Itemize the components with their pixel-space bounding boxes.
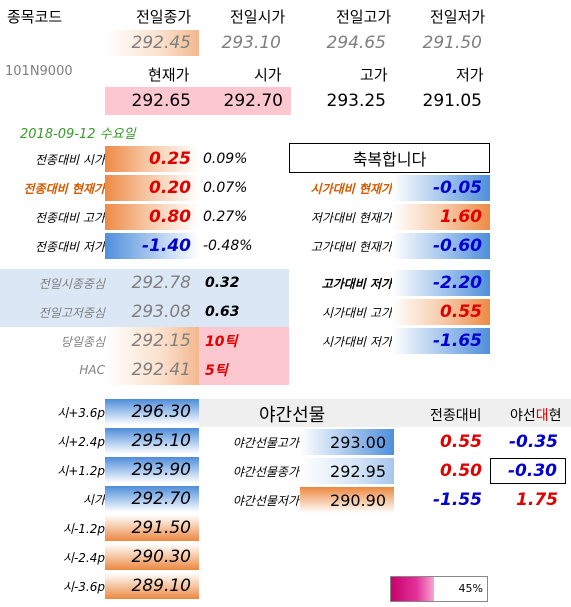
low-value: 291.05 <box>422 91 482 111</box>
vs-cur-label-2: 고가대비 현재가 <box>310 239 392 254</box>
progress-fill <box>391 577 435 601</box>
night-value-0: 293.00 <box>300 429 394 455</box>
night-col-vs-cur-b: 대 <box>535 408 549 424</box>
open-value: 292.70 <box>223 91 283 111</box>
night-value-1: 292.95 <box>300 458 394 484</box>
center-label-0: 전일시종중심 <box>38 276 105 291</box>
center-value-2: 292.15 <box>131 331 191 351</box>
prev-close-value: 292.45 <box>105 30 199 56</box>
night-col-vs-prev: 전종대비 <box>430 408 482 424</box>
vs-prev-label-2: 전종대비 고가 <box>34 210 105 225</box>
night-vs-prev-1: 0.50 <box>440 461 482 481</box>
center-label-3: HAC <box>79 363 105 377</box>
vs-prev-value-0: 0.25 <box>105 146 199 172</box>
vs-cur-label-1: 저가대비 현재가 <box>310 210 392 225</box>
center-value-0: 292.78 <box>131 273 191 293</box>
vs-prev-value-3: -1.40 <box>105 233 199 259</box>
vs-prev-pct-0: 0.09% <box>203 151 248 167</box>
vs-prev-pct-3: -0.48% <box>203 238 253 254</box>
code-label: 종목코드 <box>7 8 63 26</box>
vs-prev-label-3: 전종대비 저가 <box>34 239 105 254</box>
low-label: 저가 <box>456 66 484 84</box>
night-vs-cur-0: -0.35 <box>509 432 558 452</box>
progress-label: 45% <box>458 582 483 595</box>
vs-prev-value-1: 0.20 <box>105 175 199 201</box>
open-label: 시가 <box>254 66 282 84</box>
center-bg <box>0 269 289 327</box>
center-value-1: 293.08 <box>131 302 191 322</box>
range-value-0: -2.20 <box>392 270 490 296</box>
range-label-1: 시가대비 고가 <box>321 305 392 320</box>
night-vs-cur-2: 1.75 <box>516 490 558 510</box>
center-label-2: 당일종심 <box>60 334 105 349</box>
vs-prev-value-2: 0.80 <box>105 204 199 230</box>
vs-cur-value-2: -0.60 <box>392 233 490 259</box>
night-label-2: 야간선물저가 <box>232 493 299 508</box>
night-label-0: 야간선물고가 <box>232 435 299 450</box>
center-extra-2: 10틱 <box>205 334 238 350</box>
range-label-0: 고가대비 저가 <box>321 276 392 291</box>
vs-cur-label-0: 시가대비 현재가 <box>310 181 392 196</box>
range-label-2: 시가대비 저가 <box>321 334 392 349</box>
night-col-vs-cur: 야선대현 <box>510 405 562 425</box>
ladder-value-1: 295.10 <box>105 428 199 454</box>
ladder-value-6: 289.10 <box>105 573 199 599</box>
prev-low-label: 전일저가 <box>430 8 486 26</box>
high-label: 고가 <box>360 66 388 84</box>
high-value: 293.25 <box>326 91 386 111</box>
center-extra-0: 0.32 <box>205 275 240 291</box>
ladder-value-3: 292.70 <box>105 486 199 512</box>
prev-high-label: 전일고가 <box>336 8 392 26</box>
night-label-1: 야간선물종가 <box>232 464 299 479</box>
vs-prev-label-0: 전종대비 시가 <box>34 152 105 167</box>
ladder-value-2: 293.90 <box>105 457 199 483</box>
night-vs-prev-0: 0.55 <box>440 432 482 452</box>
center-value-3: 292.41 <box>131 360 191 380</box>
vs-prev-label-1: 전종대비 현재가 <box>23 181 105 196</box>
ladder-label-3: 시가 <box>82 492 105 507</box>
center-extra-1: 0.63 <box>205 304 240 320</box>
ladder-value-0: 296.30 <box>105 399 199 425</box>
vs-cur-value-0: -0.05 <box>392 175 490 201</box>
ladder-value-4: 291.50 <box>105 515 199 541</box>
range-value-2: -1.65 <box>392 328 490 354</box>
progress-bar: 45% <box>390 576 488 602</box>
vs-prev-pct-1: 0.07% <box>203 180 248 196</box>
congrats-box: 축복합니다 <box>289 143 490 173</box>
date-label: 2018-09-12 수요일 <box>20 127 136 142</box>
ladder-label-0: 시+3.6p <box>57 405 105 420</box>
night-title: 야간선물 <box>259 405 326 426</box>
ladder-label-1: 시+2.4p <box>57 434 105 449</box>
night-header-bar <box>199 399 571 427</box>
ladder-label-6: 시-3.6p <box>62 579 105 594</box>
current-open-highlight <box>105 87 291 115</box>
prev-high-value: 294.65 <box>326 33 386 53</box>
code-value: 101N9000 <box>5 64 73 79</box>
prev-close-label: 전일종가 <box>136 8 192 26</box>
prev-open-value: 293.10 <box>221 33 281 53</box>
center-orange-bg <box>105 327 199 385</box>
ladder-label-5: 시-2.4p <box>62 550 105 565</box>
prev-low-value: 291.50 <box>422 33 482 53</box>
night-col-vs-cur-c: 현 <box>548 408 562 424</box>
center-extra-3: 5틱 <box>205 363 228 379</box>
range-value-1: 0.55 <box>392 299 490 325</box>
ladder-label-2: 시+1.2p <box>57 463 105 478</box>
night-value-2: 290.90 <box>300 487 394 513</box>
ladder-label-4: 시-1.2p <box>62 521 105 536</box>
current-label: 현재가 <box>148 66 190 84</box>
night-vs-cur-1[interactable]: -0.30 <box>490 458 566 484</box>
center-pink-bg <box>199 327 289 385</box>
current-value: 292.65 <box>131 91 191 111</box>
night-col-vs-cur-a: 야선 <box>510 408 536 424</box>
vs-cur-value-1: 1.60 <box>392 204 490 230</box>
prev-open-label: 전일시가 <box>230 8 286 26</box>
center-label-1: 전일고저중심 <box>38 305 105 320</box>
night-vs-prev-2: -1.55 <box>433 490 482 510</box>
vs-prev-pct-2: 0.27% <box>203 209 248 225</box>
ladder-value-5: 290.30 <box>105 544 199 570</box>
